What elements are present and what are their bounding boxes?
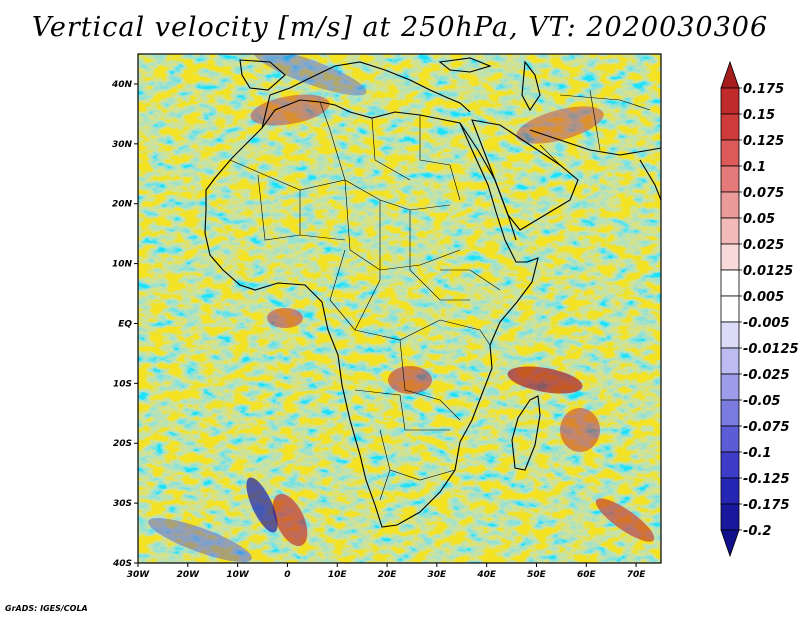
lon-tick-label: 30W — [127, 570, 151, 580]
lat-tick-label: 40N — [111, 80, 133, 90]
velocity-field — [138, 54, 661, 563]
caspian — [521, 60, 541, 112]
lon-tick-label: 10W — [226, 570, 250, 580]
colorbar-label: -0.05 — [743, 394, 780, 409]
colorbar-label: 0.0125 — [743, 264, 793, 279]
colorbar-label: -0.0125 — [743, 342, 799, 357]
lon-tick-label: 60E — [577, 570, 597, 580]
lon-tick-label: 10E — [328, 570, 348, 580]
colorbar-label: -0.005 — [743, 316, 790, 331]
colorbar-swatch — [720, 321, 740, 349]
lat-tick-label: 40S — [112, 559, 132, 569]
colorbar-label: 0.125 — [743, 134, 784, 149]
lon-tick-label: 20W — [177, 570, 201, 580]
colorbar-swatch — [720, 87, 740, 115]
colorbar-label: -0.2 — [743, 524, 771, 539]
lon-tick-label: 0 — [284, 570, 290, 580]
colorbar-label: -0.125 — [743, 472, 790, 487]
colorbar: 0.175 0.15 0.125 0.1 0.075 0.05 0.025 0.0125 0.0… — [720, 60, 799, 558]
lat-tick-label: 20N — [112, 200, 133, 210]
lon-tick-label: 40E — [476, 570, 497, 580]
colorbar-swatch — [720, 425, 740, 453]
lat-tick-label: EQ — [118, 319, 132, 329]
country-borders — [229, 89, 651, 501]
colorbar-swatch — [720, 217, 740, 245]
lon-tick-label: 30E — [428, 570, 448, 580]
colorbar-label: 0.005 — [743, 290, 784, 305]
grads-credit: GrADS: IGES/COLA — [5, 604, 88, 613]
coastlines — [204, 57, 661, 528]
colorbar-top-arrow — [720, 60, 740, 89]
madagascar — [511, 395, 541, 471]
arabia — [471, 119, 579, 231]
india-coast — [639, 159, 661, 201]
lon-tick-label: 50E — [527, 570, 547, 580]
colorbar-swatch — [720, 191, 740, 219]
colorbar-label: 0.075 — [743, 186, 784, 201]
colorbar-swatch — [720, 295, 740, 323]
lat-tick-label: 30N — [112, 140, 133, 150]
colorbar-swatch — [720, 165, 740, 193]
colorbar-bottom-arrow — [720, 529, 740, 558]
lat-tick-label: 10N — [112, 260, 133, 270]
colorbar-label: -0.025 — [743, 368, 790, 383]
colorbar-swatch — [720, 243, 740, 271]
colorbar-label: 0.15 — [743, 108, 775, 123]
colorbar-swatch — [720, 347, 740, 375]
colorbar-swatch — [720, 451, 740, 479]
black-sea — [438, 57, 492, 73]
lon-tick-label: 70E — [627, 570, 647, 580]
colorbar-label: 0.175 — [743, 82, 784, 97]
longitude-axis: 30W 20W 10W 0 10E 20E 30E 40E 50E 60E 70E — [127, 563, 647, 580]
persian-coast — [529, 129, 661, 156]
iberia — [239, 59, 286, 91]
lon-tick-label: 20E — [378, 570, 398, 580]
lat-tick-label: 30S — [113, 499, 132, 509]
colorbar-swatch — [720, 477, 740, 505]
colorbar-swatch — [720, 373, 740, 401]
colorbar-swatch — [720, 503, 740, 531]
colorbar-swatch — [720, 269, 740, 297]
lat-tick-label: 20S — [113, 439, 132, 449]
colorbar-label: 0.025 — [743, 238, 784, 253]
colorbar-swatch — [720, 113, 740, 141]
chart-title: Vertical velocity [m/s] at 250hPa, VT: 2… — [31, 12, 769, 43]
mediterranean-coast — [261, 61, 471, 129]
colorbar-label: 0.05 — [743, 212, 775, 227]
colorbar-label: 0.1 — [743, 160, 766, 175]
colorbar-label: -0.175 — [743, 498, 790, 513]
colorbar-swatch — [720, 139, 740, 167]
latitude-axis: 40N 30N 20N 10N EQ 10S 20S 30S 40S — [111, 80, 138, 569]
lat-tick-label: 10S — [113, 379, 132, 389]
africa-coastline — [204, 99, 539, 528]
colorbar-swatch — [720, 399, 740, 427]
colorbar-label: -0.075 — [743, 420, 790, 435]
colorbar-label: -0.1 — [743, 446, 771, 461]
map-frame — [137, 53, 662, 564]
